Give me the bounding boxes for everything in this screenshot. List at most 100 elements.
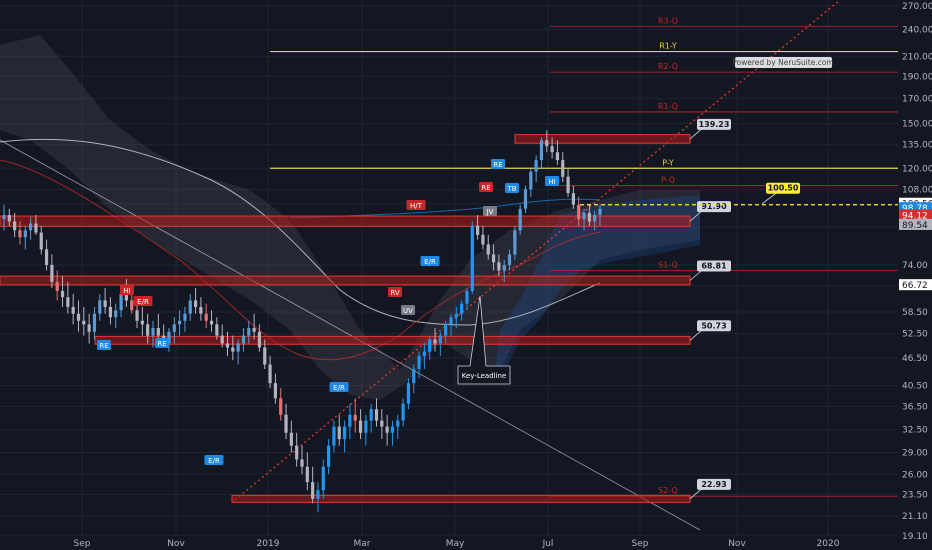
candle-body [327,445,331,467]
candle-body [29,223,33,231]
candle-body [321,466,325,491]
signal-badge [204,455,224,465]
candle-body [598,208,602,216]
candle-body [156,328,160,336]
candle-body [167,331,171,344]
candle-body [353,414,357,421]
y-tick-label: 240.00 [902,26,932,36]
candle-body [587,212,591,222]
candle-body [550,146,554,153]
candle-body [342,426,347,440]
descending-trendline [0,139,701,531]
zone-68.81 [0,275,691,286]
price-tag-98.78: 98.78 [902,204,928,214]
candle-body [98,300,102,314]
zone-callout-68.81: 68.81 [701,261,727,270]
candle-body [422,351,426,356]
signal-text: HI [123,287,130,295]
annotation-text: Key-Leadline [462,372,507,380]
candle-body [364,420,368,433]
x-tick-label: Sep [632,539,649,549]
candle-body [513,230,517,255]
candle-body [231,347,235,352]
candle-body [13,221,17,231]
zone-callout-139.23: 139.23 [699,120,730,129]
zone-callout-box [697,320,731,332]
candlesticks [2,130,602,513]
candle-body [491,254,496,263]
candle-body [50,264,54,282]
signal-badge [133,296,153,306]
x-tick-label: Mar [354,539,371,549]
candle-body [92,313,97,332]
candle-body [279,398,283,415]
zone-callout-22.93: 22.93 [701,480,726,489]
candle-body [71,306,75,314]
signal-text: RE [157,340,166,348]
signal-text: HI [548,178,555,186]
candle-body [311,482,315,499]
candle-body [507,254,512,265]
signal-text: E/R [137,298,149,306]
candle-body [140,320,144,325]
candle-body [545,140,549,147]
signal-text: E/R [208,457,220,465]
candle-body [444,324,448,336]
zone-22.93 [231,494,691,503]
cloud-shape-upper [0,35,700,400]
x-axis: Sep Nov 2019 Mar May Jul Sep Nov 2020 [0,536,898,550]
signal-text: RE [481,184,490,192]
candle-body [209,320,214,325]
level-label-s1-q: S1-Q [658,260,678,269]
y-tick-label: 120.00 [902,164,932,174]
y-tick-label: 74.00 [902,261,928,271]
signal-badge [120,285,134,295]
price-tag-89.54: 89.54 [902,221,928,231]
candle-body [412,369,416,384]
price-tag-box [899,202,932,214]
signal-badge [491,159,505,169]
candle-body [268,364,272,384]
annotation-bubble [457,295,511,385]
watermark-box [735,57,832,68]
candle-body [502,264,506,271]
candle-body [225,343,230,348]
zone-callout-box [697,201,731,213]
y-tick-label: 170.00 [902,95,932,105]
candle-body [60,290,65,298]
candle-body [178,320,182,325]
candle-body [390,426,395,433]
candle-body [523,189,528,209]
level-label-p-y: P-Y [662,158,674,167]
signal-text: RV [390,289,399,297]
candle-body [529,171,533,190]
signal-badge [97,340,111,350]
candle-body [263,347,267,365]
signal-text: RE [99,342,108,350]
candle-body [555,152,560,161]
signal-badge [329,382,349,392]
zone-50.73 [94,335,691,345]
candle-body [406,383,411,404]
price-tag-box [899,218,932,230]
level-label-r1-y: R1-Y [659,42,677,51]
y-tick-label: 40.50 [902,382,928,392]
y-tick-label: 23.50 [902,491,928,501]
x-tick-label: Nov [167,539,185,549]
price-tag-66.72: 66.72 [902,281,928,291]
y-axis: 270.00 240.00 210.00 190.00 170.00 150.00 135.… [898,0,932,550]
candle-body [385,426,389,433]
candle-body [135,310,139,321]
support-resistance-zones: 139.23 91.90 68.81 50.73 22.93 [0,118,731,503]
candle-body [438,335,442,344]
zone-callout-box [697,478,731,490]
y-tick-label: 26.00 [902,470,928,480]
y-tick-label: 270.00 [902,2,932,12]
candle-body [380,420,384,427]
watermark: Powered by NeruSuite.com [732,57,834,68]
level-label-r3-q: R3-Q [658,16,678,25]
y-tick-label: 190.00 [902,72,932,82]
candle-body [188,300,192,314]
candle-body [146,324,150,336]
